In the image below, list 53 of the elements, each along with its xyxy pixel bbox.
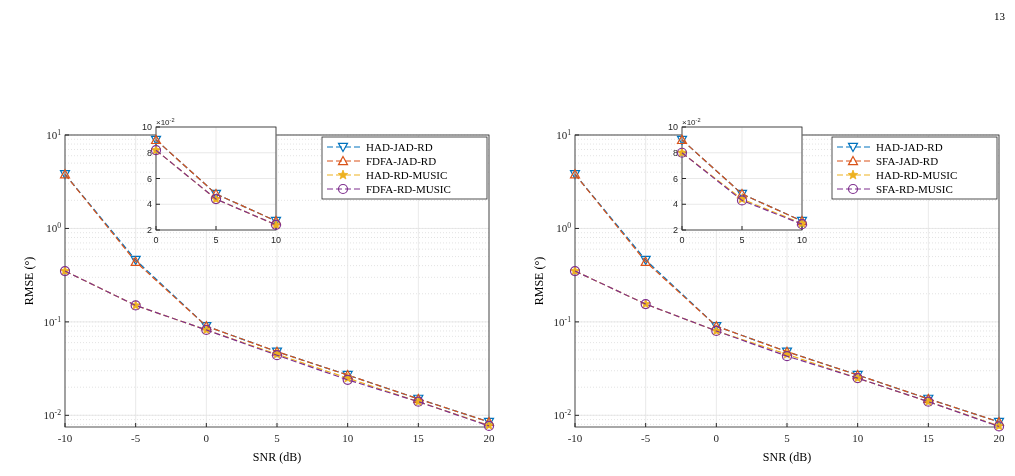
x-tick-label: 10 — [342, 432, 354, 444]
y-tick-label: 6 — [146, 173, 152, 184]
y-tick-label: 8 — [146, 147, 152, 158]
x-axis-title: SNR (dB) — [252, 450, 302, 464]
annotation: ×10$^{-2}$ — [682, 117, 701, 127]
y-tick-label: 10$^{-1}$ — [43, 314, 62, 328]
y-axis-title: RMSE (°) — [22, 256, 36, 306]
x-axis-title: SNR (dB) — [762, 450, 812, 464]
x-tick-label: -10 — [57, 432, 73, 444]
x-tick-label: 10 — [270, 235, 282, 245]
y-tick-label: 10$^{0}$ — [46, 220, 62, 235]
x-tick-label: 0 — [153, 235, 159, 245]
x-tick-label: 15 — [922, 432, 935, 444]
x-tick-label: 5 — [274, 432, 281, 444]
y-axis-title: RMSE (°) — [532, 256, 546, 306]
legend-label: HAD-RD-MUSIC — [366, 169, 448, 181]
y-tick-label: 4 — [146, 199, 152, 210]
x-tick-label: 10 — [796, 235, 808, 245]
x-tick-label: -10 — [567, 432, 583, 444]
legend-label: SFA-RD-MUSIC — [876, 183, 953, 195]
y-tick-label: 10$^{-1}$ — [553, 314, 572, 328]
legend-label: HAD-JAD-RD — [876, 141, 943, 153]
x-tick-label: 5 — [784, 432, 791, 444]
text: 13 — [994, 10, 1006, 22]
x-tick-label: -5 — [131, 432, 141, 444]
x-tick-label: 0 — [203, 432, 210, 444]
y-tick-label: 10$^{0}$ — [556, 220, 572, 235]
y-tick-label: 8 — [672, 147, 678, 158]
y-tick-label: 10$^{1}$ — [556, 127, 572, 141]
x-tick-label: 15 — [412, 432, 425, 444]
x-tick-label: 10 — [852, 432, 864, 444]
x-tick-label: 0 — [679, 235, 685, 245]
x-tick-label: 5 — [739, 235, 745, 245]
legend-label: HAD-RD-MUSIC — [876, 169, 958, 181]
legend-label: SFA-JAD-RD — [876, 155, 939, 167]
x-tick-label: 0 — [713, 432, 720, 444]
y-tick-label: 2 — [146, 225, 152, 235]
y-tick-label: 10$^{-2}$ — [43, 407, 62, 421]
y-tick-label: 2 — [672, 225, 678, 235]
y-tick-label: 6 — [672, 173, 678, 184]
legend-label: HAD-JAD-RD — [366, 141, 433, 153]
x-tick-label: 5 — [213, 235, 219, 245]
legend-label: FDFA-JAD-RD — [366, 155, 437, 167]
annotation: ×10$^{-2}$ — [156, 117, 175, 127]
x-tick-label: 20 — [993, 432, 1005, 444]
y-tick-label: 10 — [141, 122, 152, 132]
legend-label: FDFA-RD-MUSIC — [366, 183, 451, 195]
y-tick-label: 10 — [667, 122, 678, 132]
y-tick-label: 10$^{1}$ — [46, 127, 62, 141]
x-tick-label: -5 — [641, 432, 651, 444]
y-tick-label: 4 — [672, 199, 678, 210]
y-tick-label: 10$^{-2}$ — [553, 407, 572, 421]
x-tick-label: 20 — [483, 432, 495, 444]
